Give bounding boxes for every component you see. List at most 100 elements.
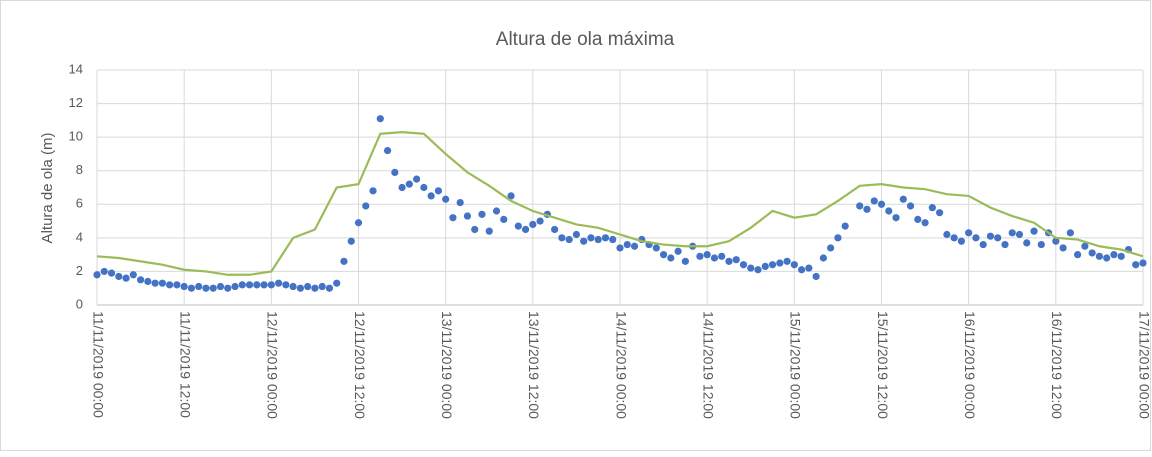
y-axis-label: Altura de ola (m) bbox=[39, 133, 56, 244]
data-point bbox=[187, 284, 196, 292]
data-point bbox=[899, 195, 907, 203]
x-tick-label: 17/11/2019 00:00 bbox=[1136, 311, 1152, 419]
x-tick-label: 13/11/2019 12:00 bbox=[526, 311, 542, 419]
data-line bbox=[96, 131, 1144, 276]
data-point bbox=[1081, 242, 1089, 250]
data-point bbox=[703, 251, 711, 259]
data-point bbox=[718, 252, 726, 260]
data-point bbox=[841, 222, 849, 230]
data-point bbox=[747, 264, 755, 272]
data-point bbox=[1095, 252, 1104, 260]
data-point bbox=[420, 183, 428, 192]
data-point bbox=[790, 261, 798, 269]
data-point bbox=[943, 230, 951, 239]
data-point bbox=[1103, 254, 1111, 262]
data-point bbox=[710, 254, 719, 262]
data-point bbox=[834, 234, 842, 242]
data-point bbox=[1052, 237, 1060, 245]
data-point bbox=[514, 222, 522, 230]
data-point bbox=[442, 195, 450, 203]
data-point bbox=[863, 205, 871, 213]
data-point bbox=[914, 215, 922, 223]
data-point bbox=[928, 204, 936, 212]
data-point bbox=[1001, 240, 1009, 249]
data-point bbox=[267, 281, 275, 289]
data-point bbox=[93, 271, 101, 279]
data-point bbox=[950, 234, 958, 242]
y-tick-label: 6 bbox=[76, 196, 83, 211]
data-point bbox=[282, 281, 290, 289]
data-point bbox=[376, 115, 384, 123]
data-point bbox=[500, 215, 508, 223]
data-point bbox=[1139, 259, 1147, 267]
data-point bbox=[333, 279, 341, 287]
data-point bbox=[405, 180, 413, 188]
data-point bbox=[1037, 240, 1045, 249]
y-tick-label: 4 bbox=[76, 229, 83, 244]
data-point bbox=[536, 217, 544, 225]
data-point bbox=[819, 254, 827, 262]
data-point bbox=[245, 281, 254, 289]
data-point bbox=[456, 199, 464, 207]
data-point bbox=[529, 220, 537, 229]
data-point bbox=[521, 225, 530, 234]
y-tick-label: 8 bbox=[76, 162, 83, 177]
data-point bbox=[166, 281, 174, 289]
data-point bbox=[238, 281, 246, 289]
data-point bbox=[362, 202, 370, 210]
data-point bbox=[1008, 229, 1016, 237]
data-point bbox=[180, 282, 188, 291]
data-point bbox=[957, 237, 966, 245]
data-point bbox=[972, 234, 980, 242]
data-point bbox=[885, 207, 893, 215]
data-point bbox=[812, 272, 820, 281]
data-point bbox=[107, 269, 116, 277]
data-point bbox=[601, 234, 610, 242]
data-point bbox=[434, 187, 443, 195]
data-point bbox=[1088, 249, 1096, 257]
data-point bbox=[471, 225, 479, 234]
data-point bbox=[761, 262, 769, 270]
data-point bbox=[231, 282, 239, 291]
data-point bbox=[289, 282, 297, 291]
data-point bbox=[805, 264, 813, 272]
data-point bbox=[354, 219, 363, 227]
x-tick-label: 14/11/2019 00:00 bbox=[613, 311, 629, 419]
x-tick-label: 12/11/2019 12:00 bbox=[352, 311, 368, 419]
data-point bbox=[659, 251, 668, 259]
data-point bbox=[449, 214, 457, 222]
data-point bbox=[580, 237, 588, 245]
data-point bbox=[1066, 229, 1074, 237]
data-point bbox=[1110, 251, 1118, 259]
data-point bbox=[696, 252, 704, 260]
data-point bbox=[870, 197, 878, 205]
data-point bbox=[616, 244, 624, 252]
data-point bbox=[732, 256, 740, 264]
data-point bbox=[478, 210, 486, 218]
data-point bbox=[623, 240, 631, 249]
data-point bbox=[587, 234, 595, 242]
data-point bbox=[122, 274, 130, 282]
data-point bbox=[979, 240, 987, 249]
data-point bbox=[507, 192, 515, 200]
data-point bbox=[463, 212, 472, 220]
data-point bbox=[936, 209, 944, 217]
data-point bbox=[216, 282, 225, 291]
data-point bbox=[136, 276, 145, 284]
data-point bbox=[1074, 251, 1082, 259]
data-point bbox=[369, 187, 377, 195]
data-point bbox=[485, 227, 493, 235]
x-tick-label: 13/11/2019 00:00 bbox=[439, 311, 455, 419]
data-point bbox=[797, 266, 806, 274]
data-point bbox=[827, 244, 835, 252]
data-point bbox=[558, 234, 566, 242]
data-point bbox=[318, 282, 326, 291]
data-point bbox=[725, 257, 733, 265]
chart-title: Altura de ola máxima bbox=[496, 29, 675, 50]
data-point bbox=[652, 244, 660, 252]
data-point bbox=[158, 279, 166, 287]
data-point bbox=[1015, 230, 1024, 239]
data-point bbox=[768, 261, 777, 269]
